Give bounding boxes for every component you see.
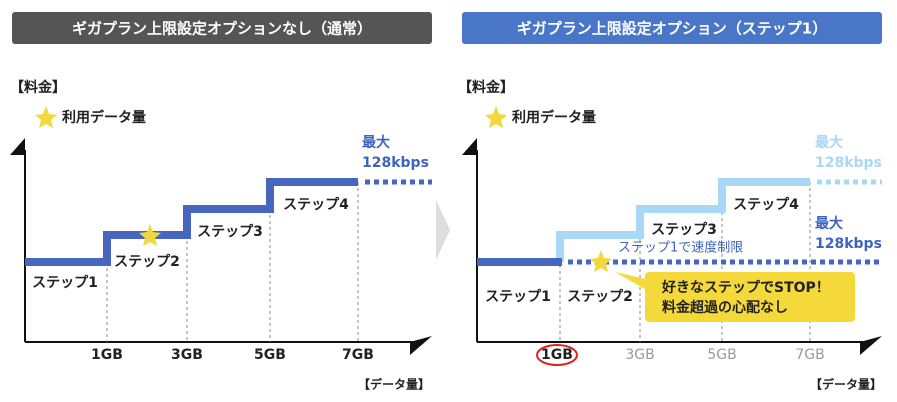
highlight-circle [536, 344, 578, 366]
star [35, 106, 57, 128]
star [139, 224, 161, 246]
header: ギガプラン上限設定オプション（ステップ1） [517, 20, 827, 38]
arrow [462, 138, 477, 155]
step-label: ステップ1 [32, 275, 98, 291]
step-label: ステップ2 [567, 289, 633, 305]
arrow [10, 138, 25, 155]
step-line [25, 178, 358, 266]
dividers [106, 182, 359, 342]
step-line [556, 178, 810, 262]
callout-text: 料金超過の心配なし [662, 299, 788, 316]
x-label: 3GB [171, 347, 203, 363]
x-label: 5GB [254, 347, 286, 363]
x-axis-label: 【データ量】 [358, 377, 430, 392]
max-label: 128kbps [815, 155, 882, 171]
x-axis-label: 【データ量】 [810, 377, 882, 392]
price-label: 【料金】 [458, 79, 514, 96]
x-label: 1GB [91, 347, 123, 363]
star [485, 106, 507, 128]
arrow [410, 336, 432, 355]
legend: 利用データ量 [62, 109, 146, 126]
step-label: ステップ3 [651, 222, 717, 238]
chevron [436, 200, 450, 260]
step-label: ステップ1 [485, 289, 551, 305]
x-label: 3GB [625, 347, 654, 363]
x-label: 1GB [541, 347, 573, 363]
callout-text: 好きなステップでSTOP！ [661, 279, 830, 296]
header-bar [12, 12, 432, 44]
price-label: 【料金】 [10, 79, 66, 96]
max-label: 128kbps [815, 236, 882, 252]
legend: 利用データ量 [512, 109, 596, 126]
max-label: 最大 [815, 215, 843, 232]
step-label: ステップ2 [114, 254, 180, 270]
x-label: 7GB [795, 347, 824, 363]
arrow [860, 336, 882, 355]
step-label: ステップ4 [733, 197, 799, 213]
max-label: 最大 [815, 134, 843, 151]
step-label: ステップ3 [197, 224, 263, 240]
header: ギガプラン上限設定オプションなし（通常） [72, 20, 372, 38]
step-label: ステップ4 [283, 197, 349, 213]
header-bar [462, 12, 882, 44]
star [590, 250, 612, 272]
x-label: 5GB [707, 347, 736, 363]
callout-tail [615, 272, 650, 292]
x-label: 7GB [342, 347, 374, 363]
speed-limit: ステップ1で速度制限 [618, 240, 743, 256]
callout [645, 272, 855, 322]
max-label: 128kbps [362, 155, 429, 171]
max-label: 最大 [362, 134, 390, 151]
